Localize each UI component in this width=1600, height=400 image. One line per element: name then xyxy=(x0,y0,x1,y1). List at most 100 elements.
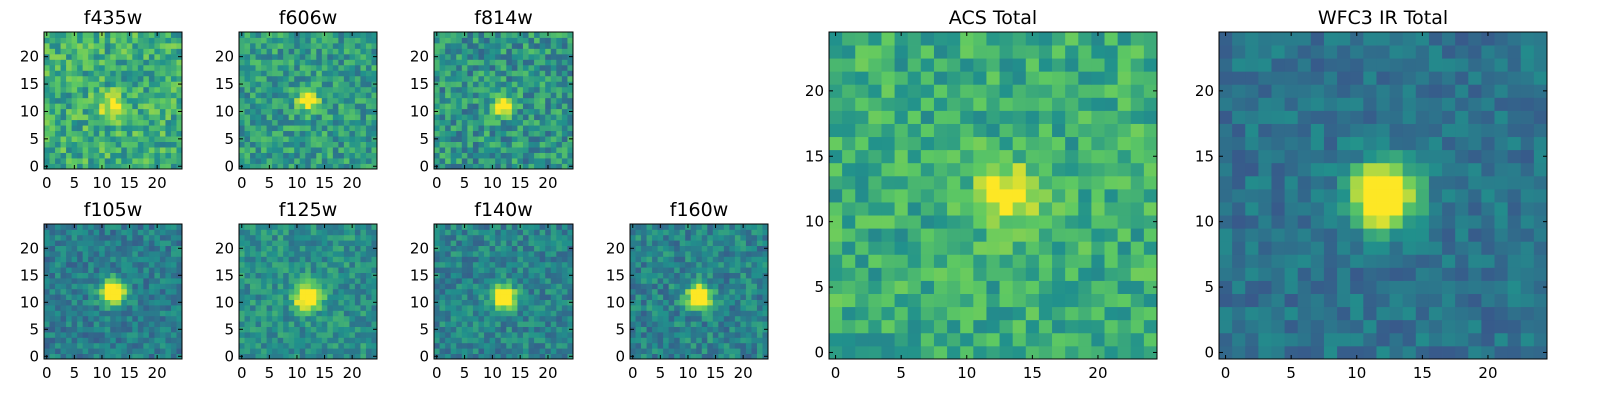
heatmap-cell xyxy=(176,64,183,71)
heatmap-cell xyxy=(55,272,61,279)
heatmap-cell xyxy=(472,272,479,279)
heatmap-cell xyxy=(332,321,339,327)
heatmap-cell xyxy=(354,261,361,268)
heatmap-cell xyxy=(261,53,267,60)
heatmap-cell xyxy=(478,240,485,246)
heatmap-cell xyxy=(283,332,290,338)
heatmap-cell xyxy=(652,278,658,284)
heatmap-cell xyxy=(365,108,372,115)
heatmap-cell xyxy=(556,256,563,263)
heatmap-cell xyxy=(99,294,106,300)
heatmap-cell xyxy=(467,70,474,77)
heatmap-cell xyxy=(652,315,658,322)
heatmap-cell xyxy=(176,37,183,44)
heatmap-cell xyxy=(283,92,290,99)
heatmap-cell xyxy=(456,70,463,77)
heatmap-cell xyxy=(170,310,177,317)
heatmap-cell xyxy=(495,278,502,284)
heatmap-cell xyxy=(740,288,747,295)
heatmap-cell xyxy=(456,42,463,49)
heatmap-cell xyxy=(143,86,150,93)
heatmap-cell xyxy=(561,315,568,322)
heatmap-cell xyxy=(165,229,172,236)
heatmap-cell xyxy=(1143,188,1158,203)
heatmap-cell xyxy=(159,229,166,236)
heatmap-cell xyxy=(484,141,490,148)
heatmap-cell xyxy=(506,326,513,333)
x-tick-label: 15 xyxy=(120,174,139,192)
heatmap-cell xyxy=(534,141,541,148)
heatmap-cell xyxy=(338,353,345,360)
heatmap-cell xyxy=(1065,202,1079,216)
heatmap-cell xyxy=(556,288,563,295)
heatmap-cell xyxy=(104,240,111,246)
heatmap-cell xyxy=(316,326,323,333)
heatmap-cell xyxy=(534,256,541,263)
heatmap-cell xyxy=(104,32,111,38)
heatmap-cell xyxy=(332,86,339,93)
heatmap-cell xyxy=(299,251,306,257)
heatmap-cell xyxy=(933,345,948,360)
heatmap-cell xyxy=(165,240,172,246)
heatmap-cell xyxy=(360,59,367,66)
heatmap-cell xyxy=(299,315,306,322)
heatmap-cell xyxy=(947,345,961,360)
heatmap-cell xyxy=(338,321,345,327)
heatmap-cell xyxy=(244,234,251,241)
heatmap-cell xyxy=(49,147,56,153)
heatmap-cell xyxy=(154,108,161,115)
heatmap-cell xyxy=(456,224,463,230)
heatmap-cell xyxy=(49,75,56,82)
heatmap-cell xyxy=(434,59,440,66)
heatmap-cell xyxy=(668,234,675,241)
heatmap-cell xyxy=(110,75,117,82)
heatmap-cell xyxy=(539,130,546,137)
heatmap-cell xyxy=(489,283,496,290)
heatmap-cell xyxy=(66,48,72,55)
heatmap-cell xyxy=(332,42,339,49)
heatmap-cell xyxy=(489,337,496,344)
heatmap-cell xyxy=(567,147,574,153)
heatmap-cell xyxy=(668,305,675,311)
heatmap-cell xyxy=(762,256,769,263)
heatmap-cell xyxy=(60,48,67,55)
heatmap-cell xyxy=(635,321,642,327)
heatmap-cell xyxy=(55,158,61,164)
heatmap-cell xyxy=(55,229,61,236)
heatmap-cell xyxy=(1078,267,1092,281)
heatmap-cell xyxy=(868,319,882,334)
heatmap-cell xyxy=(360,97,367,104)
heatmap-cell xyxy=(756,267,763,273)
heatmap-cell xyxy=(561,321,568,327)
heatmap-cell xyxy=(82,108,89,115)
heatmap-cell xyxy=(545,114,552,121)
y-tick-label: 20 xyxy=(410,48,429,66)
heatmap-cell xyxy=(148,141,155,148)
heatmap-cell xyxy=(467,158,474,164)
heatmap-cell xyxy=(450,70,457,77)
heatmap-cell xyxy=(99,130,106,137)
heatmap-cell xyxy=(159,108,166,115)
heatmap-cell xyxy=(539,240,546,246)
heatmap-cell xyxy=(126,272,133,279)
heatmap-cell xyxy=(450,103,457,110)
heatmap-cell xyxy=(277,114,284,121)
heatmap-cell xyxy=(316,348,323,354)
heatmap-cell xyxy=(1012,188,1027,203)
heatmap-cell xyxy=(745,353,752,360)
heatmap-cell xyxy=(244,53,251,60)
heatmap-cell xyxy=(132,108,139,115)
heatmap-cell xyxy=(316,321,323,327)
heatmap-cell xyxy=(305,119,312,126)
heatmap-cell xyxy=(60,315,67,322)
heatmap-cell xyxy=(450,141,457,148)
heatmap-cell xyxy=(434,141,440,148)
heatmap-cell xyxy=(534,224,541,230)
heatmap-cell xyxy=(154,245,161,252)
heatmap-cell xyxy=(545,48,552,55)
heatmap-cell xyxy=(472,75,479,82)
heatmap-cell xyxy=(679,267,686,273)
heatmap-cell xyxy=(545,342,552,349)
